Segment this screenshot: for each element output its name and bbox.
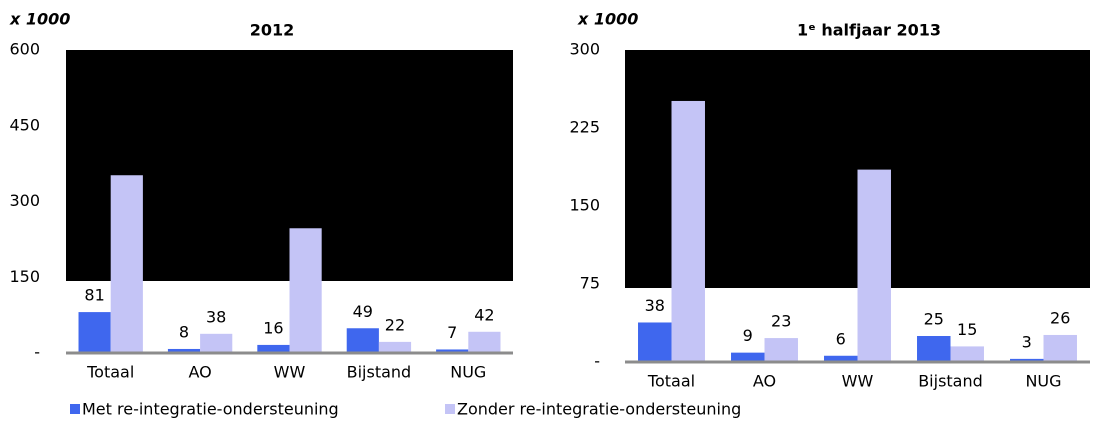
bar (731, 352, 765, 362)
y-unit: x 1000 (9, 10, 70, 29)
y-tick-label: 225 (569, 118, 600, 137)
bar (468, 331, 501, 353)
data-label: 81 (84, 286, 104, 305)
y-tick-label: - (594, 352, 600, 371)
data-label: 22 (385, 315, 405, 334)
data-label: 42 (474, 305, 494, 324)
x-tick-label: AO (753, 372, 776, 391)
x-tick-label: Totaal (647, 372, 695, 391)
data-label: 251 (673, 74, 704, 93)
y-tick-label: 450 (9, 115, 40, 134)
data-label: 49 (353, 302, 373, 321)
y-tick-label: 300 (569, 40, 600, 59)
bar (110, 175, 143, 353)
bar (764, 338, 798, 362)
bar (950, 346, 984, 362)
bar (346, 328, 379, 353)
bar (917, 336, 951, 362)
legend-label: Met re-integratie-ondersteuning (82, 400, 339, 419)
data-label: 8 (179, 322, 189, 341)
data-label: 185 (859, 143, 890, 162)
data-label: 15 (957, 320, 977, 339)
y-tick-label: 150 (569, 196, 600, 215)
chart-title: 2012 (250, 21, 295, 40)
data-label: 352 (112, 149, 143, 168)
bar (257, 344, 290, 353)
data-label: 3 (1022, 332, 1032, 351)
bar (671, 100, 705, 363)
legend-swatch (445, 404, 455, 414)
data-label: 247 (290, 202, 321, 221)
data-label: 38 (206, 307, 226, 326)
data-label: 23 (771, 312, 791, 331)
bar (167, 348, 201, 353)
chart-title: 1ᵉ halfjaar 2013 (797, 21, 941, 40)
data-label: 26 (1050, 308, 1070, 327)
x-tick-label: Totaal (86, 363, 134, 382)
data-label: 16 (263, 318, 283, 337)
x-tick-label: AO (188, 363, 211, 382)
data-label: 6 (836, 329, 846, 348)
x-tick-label: NUG (450, 363, 486, 382)
y-tick-label: 150 (9, 267, 40, 286)
data-label: 38 (645, 296, 665, 315)
bar (1010, 358, 1044, 362)
bar (857, 169, 891, 362)
y-unit: x 1000 (577, 10, 638, 29)
y-tick-label: - (34, 343, 40, 362)
x-tick-label: WW (274, 363, 306, 382)
data-label: 7 (447, 323, 457, 342)
bar (824, 355, 858, 362)
bar (289, 228, 322, 353)
bar (1043, 334, 1077, 362)
bar (78, 312, 111, 353)
y-tick-label: 600 (9, 40, 40, 59)
data-label: 9 (743, 326, 753, 345)
data-label: 25 (924, 310, 944, 329)
y-tick-label: 300 (9, 191, 40, 210)
bar (378, 341, 412, 353)
bar (200, 333, 233, 353)
legend-swatch (70, 404, 80, 414)
x-tick-label: WW (842, 372, 874, 391)
y-tick-label: 75 (580, 274, 600, 293)
bar (638, 322, 672, 362)
bar (436, 349, 469, 353)
legend-label: Zonder re-integratie-ondersteuning (457, 400, 741, 419)
x-tick-label: Bijstand (347, 363, 412, 382)
x-tick-label: NUG (1025, 372, 1061, 391)
x-tick-label: Bijstand (918, 372, 983, 391)
